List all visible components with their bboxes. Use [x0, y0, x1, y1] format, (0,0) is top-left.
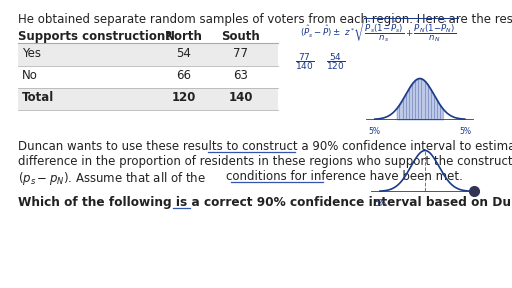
Text: 5%: 5% [369, 127, 381, 136]
Text: $(p_s - p_N)$. Assume that all of the: $(p_s - p_N)$. Assume that all of the [18, 170, 207, 187]
Text: 140: 140 [229, 91, 253, 104]
Text: He obtained separate random samples of voters from each region. Here are the res: He obtained separate random samples of v… [18, 13, 512, 26]
Text: 77: 77 [233, 47, 248, 60]
Text: 66: 66 [177, 69, 191, 82]
Text: $\dfrac{77}{140}$: $\dfrac{77}{140}$ [295, 51, 314, 72]
Text: difference in the proportion of residents in these regions who support the const: difference in the proportion of resident… [18, 155, 512, 168]
Text: 54: 54 [177, 47, 191, 60]
Text: South: South [222, 30, 261, 43]
Text: $\dfrac{54}{120}$: $\dfrac{54}{120}$ [326, 51, 345, 72]
Text: Yes: Yes [22, 47, 41, 60]
Text: 63: 63 [233, 69, 248, 82]
Text: conditions for inference have been met.: conditions for inference have been met. [151, 170, 463, 183]
Text: 5%: 5% [459, 127, 471, 136]
Bar [18, 66, 278, 88]
Text: $(\hat{P}_s - \hat{P}) \pm\ z^*\!\sqrt{\dfrac{\hat{P}_s(1\!-\!\hat{P}_s)}{n_s}+\: $(\hat{P}_s - \hat{P}) \pm\ z^*\!\sqrt{\… [300, 17, 458, 45]
Text: No: No [22, 69, 38, 82]
Bar [18, 44, 278, 66]
Text: North: North [165, 30, 203, 43]
Text: Duncan wants to use these results to construct a 90% confidence interval to esti: Duncan wants to use these results to con… [18, 140, 512, 153]
Text: Total: Total [22, 91, 54, 104]
Text: Which of the following is a correct 90% confidence interval based on Duncan’s sa: Which of the following is a correct 90% … [18, 196, 512, 209]
Text: Supports construction?: Supports construction? [18, 30, 172, 43]
Bar [18, 88, 278, 110]
Text: 5%: 5% [374, 199, 386, 208]
Text: 120: 120 [172, 91, 196, 104]
